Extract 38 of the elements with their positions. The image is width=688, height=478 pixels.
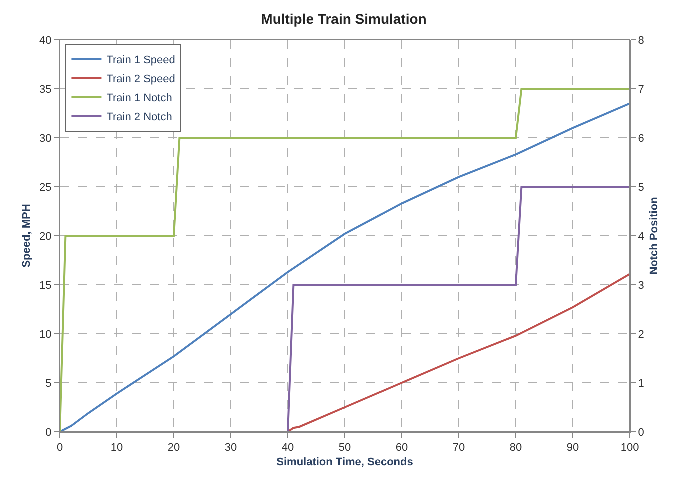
legend-label: Train 1 Notch [106,92,172,105]
y-tick-label: 15 [40,280,52,292]
x-tick-label: 90 [566,442,580,454]
y-tick-label: 25 [40,182,52,194]
x-tick-label: 70 [452,442,466,454]
legend-label: Train 2 Speed [106,74,176,86]
x-tick-label: 50 [338,442,352,454]
x-tick-label: 100 [620,442,640,454]
x-axis-title: Simulation Time, Seconds [276,456,414,468]
y-tick-label: 0 [46,426,52,439]
y-tick-label: 10 [40,328,52,341]
line-series [287,273,630,432]
x-tick-label: 20 [168,442,180,454]
y2-tick-label: 5 [638,182,644,194]
y-axis-title: Speed, MPH [21,204,34,268]
x-tick-label: 80 [510,442,522,454]
x-tick-label: 40 [282,442,294,454]
y2-axis-title: Notch Position [648,196,661,275]
y2-tick-label: 4 [638,230,644,243]
legend-label: Train 1 Speed [106,54,176,67]
y-tick-label: 20 [40,230,52,243]
y-tick-label: 5 [46,378,52,390]
y-tick-label: 35 [40,84,52,96]
y2-tick-label: 3 [638,280,644,292]
y2-tick-label: 8 [638,34,644,47]
chart-title: Multiple Train Simulation [261,11,427,28]
y-tick-label: 30 [40,132,52,145]
y2-tick-label: 0 [638,426,644,439]
x-tick-label: 10 [110,442,124,454]
y2-tick-label: 6 [638,132,644,145]
x-tick-label: 0 [56,442,64,454]
y2-tick-label: 7 [638,84,644,96]
x-tick-label: 60 [396,442,408,454]
legend-label: Train 2 Notch [106,112,172,124]
x-tick-label: 30 [224,442,238,454]
y-tick-label: 40 [40,34,52,47]
y2-tick-label: 2 [638,328,644,341]
y2-tick-label: 1 [638,378,644,390]
